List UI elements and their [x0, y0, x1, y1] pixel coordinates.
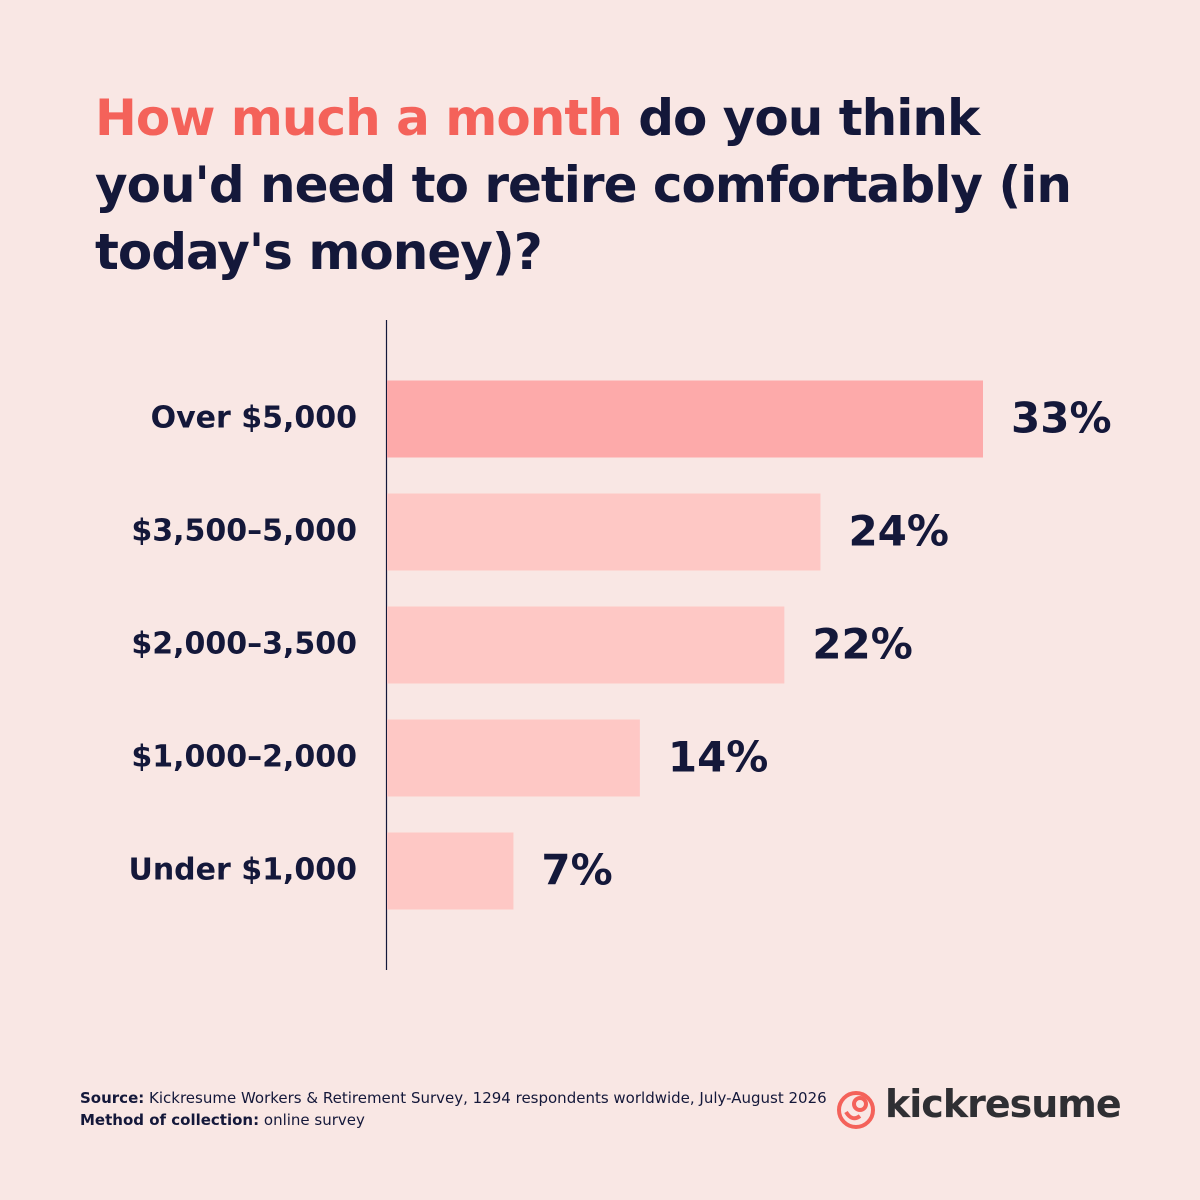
method: Method of collection: online survey: [80, 1109, 827, 1131]
title-text: do you think you'd need to retire comfor…: [95, 89, 1072, 281]
value-label: 24%: [848, 507, 949, 556]
category-label: Under $1,000: [128, 853, 357, 888]
value-label: 22%: [812, 620, 913, 669]
source-label: Source:: [80, 1089, 145, 1107]
value-label: 7%: [541, 846, 612, 895]
method-text: online survey: [263, 1111, 365, 1129]
footer: Source: Kickresume Workers & Retirement …: [80, 1087, 827, 1131]
value-label: 33%: [1011, 394, 1112, 443]
source: Source: Kickresume Workers & Retirement …: [80, 1087, 827, 1109]
brand: kickresume: [885, 1082, 1122, 1126]
category-label: $1,000–2,000: [131, 740, 357, 775]
category-label: Over $5,000: [151, 401, 357, 436]
bar: [387, 493, 821, 571]
category-label: $3,500–5,000: [131, 514, 357, 549]
method-label: Method of collection:: [80, 1111, 260, 1129]
bar: [387, 380, 983, 458]
chart-title: How much a month do you think you'd need…: [95, 85, 1095, 286]
category-label: $2,000–3,500: [131, 627, 357, 662]
bar: [387, 832, 514, 910]
bar: [387, 719, 640, 797]
source-text: Kickresume Workers & Retirement Survey, …: [149, 1089, 827, 1107]
bar: [387, 606, 785, 684]
brand-icon: [837, 1091, 875, 1129]
value-label: 14%: [668, 733, 769, 782]
title-highlight: How much a month: [95, 89, 623, 147]
